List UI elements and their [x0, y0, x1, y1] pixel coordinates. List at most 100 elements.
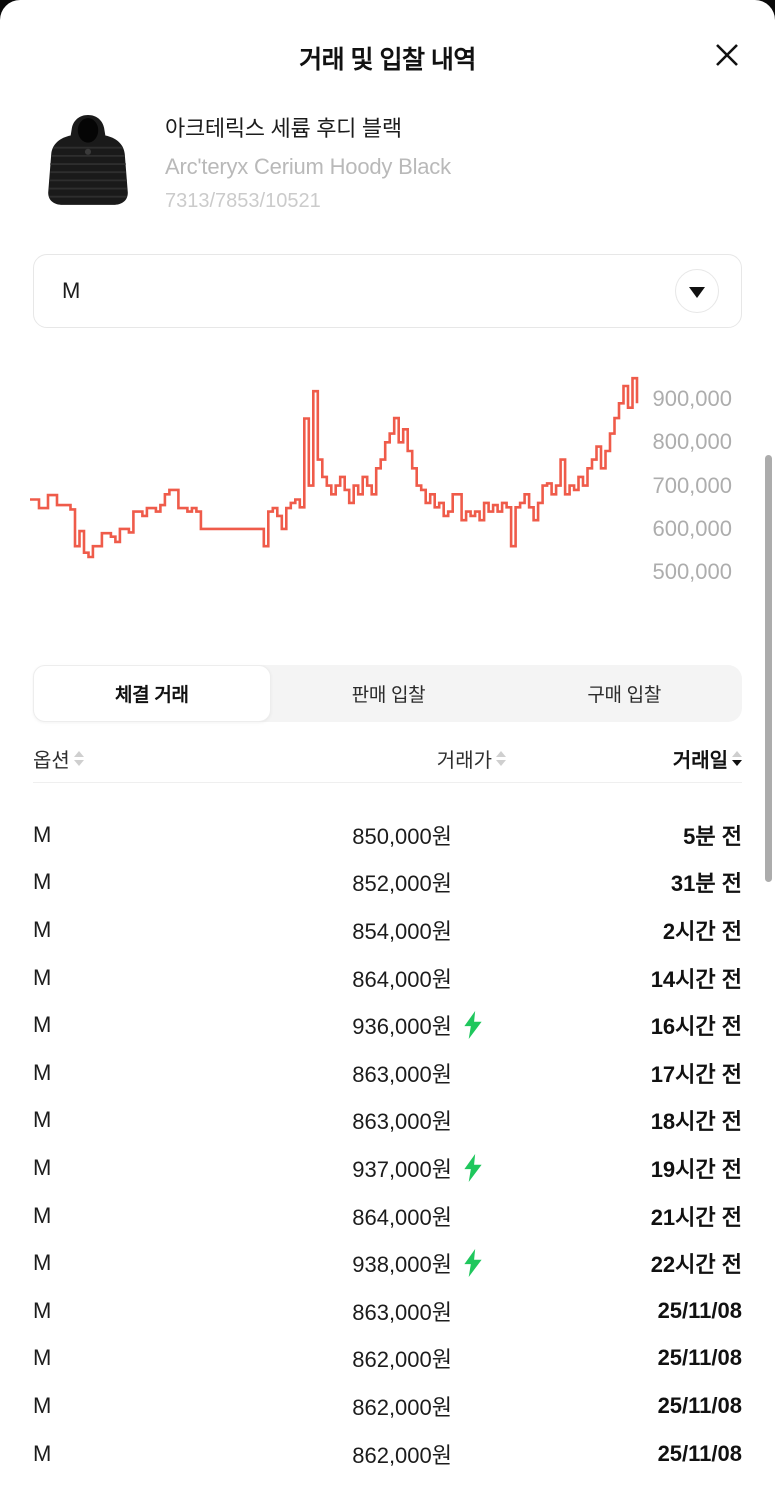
trade-table: M 850,000원 5분 전 M 852,000원 31분 전 M 854,000원 2시간 … [0, 811, 775, 1477]
cell-date: 17시간 전 [650, 1061, 742, 1087]
cell-express [452, 1097, 496, 1145]
puffer-jacket-image [48, 115, 128, 205]
tab-sell-bids[interactable]: 판매 입찰 [271, 665, 507, 722]
cell-date: 31분 전 [670, 871, 742, 897]
cell-price: 863,000원 [352, 1109, 452, 1135]
cell-date: 19시간 전 [650, 1156, 742, 1182]
cell-option: M [33, 1154, 52, 1180]
cell-date: 25/11/08 [657, 1440, 742, 1466]
cell-option: M [33, 821, 52, 847]
cell-option: M [33, 1059, 52, 1085]
cell-option: M [33, 1250, 52, 1276]
sort-arrows-icon [73, 751, 84, 766]
column-header-date[interactable]: 거래일 [506, 744, 742, 773]
cell-date: 16시간 전 [650, 1014, 742, 1040]
tab-buy-bids[interactable]: 구매 입찰 [506, 665, 742, 722]
cell-date: 5분 전 [683, 823, 742, 849]
cell-date: 2시간 전 [662, 918, 742, 944]
modal-title: 거래 및 입찰 내역 [299, 46, 476, 74]
size-selector[interactable]: M [33, 254, 742, 328]
table-row: M 863,000원 18시간 전 [0, 1097, 775, 1145]
chevron-down-icon [689, 286, 705, 298]
table-row: M 863,000원 17시간 전 [0, 1049, 775, 1097]
cell-price: 863,000원 [352, 1061, 452, 1087]
cell-price: 854,000원 [352, 918, 452, 944]
sort-arrows-icon [496, 751, 506, 766]
cell-price: 938,000원 [352, 1252, 452, 1278]
cell-option: M [33, 1202, 52, 1228]
table-row: M 852,000원 31분 전 [0, 859, 775, 907]
y-axis-tick-label: 500,000 [652, 559, 732, 585]
cell-option: M [33, 1012, 52, 1038]
cell-express [452, 906, 496, 954]
price-chart: 900,000 800,000 700,000 600,000 500,000 [0, 363, 775, 623]
cell-date: 25/11/08 [657, 1345, 742, 1371]
cell-express [452, 1430, 496, 1478]
cell-express [452, 1144, 496, 1192]
cell-express [452, 811, 496, 859]
cell-express [452, 859, 496, 907]
y-axis-tick-label: 800,000 [652, 429, 732, 455]
close-icon [716, 43, 738, 66]
product-name-kr: 아크테릭스 세륨 후디 블랙 [165, 116, 402, 141]
product-style-code: 7313/7853/10521 [165, 190, 321, 212]
cell-option: M [33, 1345, 52, 1371]
product-info: 아크테릭스 세륨 후디 블랙 Arc'teryx Cerium Hoody Bl… [165, 111, 451, 213]
cell-price: 862,000원 [352, 1394, 452, 1420]
price-line-series [30, 376, 639, 559]
lightning-bolt-icon [464, 1153, 482, 1182]
cell-date: 21시간 전 [650, 1204, 742, 1230]
cell-price: 863,000원 [352, 1299, 452, 1325]
table-header: 옵션 거래가 거래일 [33, 739, 742, 783]
product-summary: 아크테릭스 세륨 후디 블랙 Arc'teryx Cerium Hoody Bl… [0, 110, 775, 214]
y-axis-tick-label: 600,000 [652, 515, 732, 541]
close-button[interactable] [705, 34, 749, 78]
cell-price: 852,000원 [352, 871, 452, 897]
cell-option: M [33, 1392, 52, 1418]
history-tabs: 체결 거래 판매 입찰 구매 입찰 [33, 665, 742, 722]
cell-price: 862,000원 [352, 1347, 452, 1373]
scrollbar-thumb[interactable] [765, 455, 772, 882]
table-row: M 864,000원 14시간 전 [0, 954, 775, 1002]
table-row: M 854,000원 2시간 전 [0, 906, 775, 954]
column-header-option[interactable]: 옵션 [33, 744, 153, 773]
cell-express [452, 1287, 496, 1335]
cell-express [452, 1382, 496, 1430]
lightning-bolt-icon [464, 1011, 482, 1040]
cell-price: 936,000원 [352, 1014, 452, 1040]
cell-option: M [33, 1440, 52, 1466]
cell-option: M [33, 916, 52, 942]
cell-date: 18시간 전 [650, 1109, 742, 1135]
table-row: M 863,000원 25/11/08 [0, 1287, 775, 1335]
product-name-en: Arc'teryx Cerium Hoody Black [165, 154, 451, 179]
cell-price: 850,000원 [352, 823, 452, 849]
column-header-price[interactable]: 거래가 [153, 744, 506, 773]
cell-express [452, 954, 496, 1002]
y-axis-tick-label: 700,000 [652, 472, 732, 498]
modal-header: 거래 및 입찰 내역 [0, 0, 775, 80]
cell-option: M [33, 964, 52, 990]
table-row: M 862,000원 25/11/08 [0, 1335, 775, 1383]
cell-express [452, 1239, 496, 1287]
cell-date: 14시간 전 [650, 966, 742, 992]
cell-option: M [33, 869, 52, 895]
lightning-bolt-icon [464, 1249, 482, 1278]
cell-option: M [33, 1297, 52, 1323]
cell-option: M [33, 1107, 52, 1133]
table-row: M 862,000원 25/11/08 [0, 1430, 775, 1478]
cell-price: 937,000원 [352, 1156, 452, 1182]
cell-price: 864,000원 [352, 966, 452, 992]
product-image [33, 110, 143, 214]
cell-price: 864,000원 [352, 1204, 452, 1230]
tab-completed-trades[interactable]: 체결 거래 [33, 665, 271, 722]
cell-express [452, 1001, 496, 1049]
price-line-chart [30, 376, 639, 559]
table-row: M 862,000원 25/11/08 [0, 1382, 775, 1430]
sort-arrows-icon [732, 751, 742, 766]
cell-express [452, 1335, 496, 1383]
cell-date: 22시간 전 [650, 1252, 742, 1278]
y-axis-tick-label: 900,000 [652, 386, 732, 411]
size-dropdown-button[interactable] [675, 269, 719, 313]
cell-express [452, 1049, 496, 1097]
